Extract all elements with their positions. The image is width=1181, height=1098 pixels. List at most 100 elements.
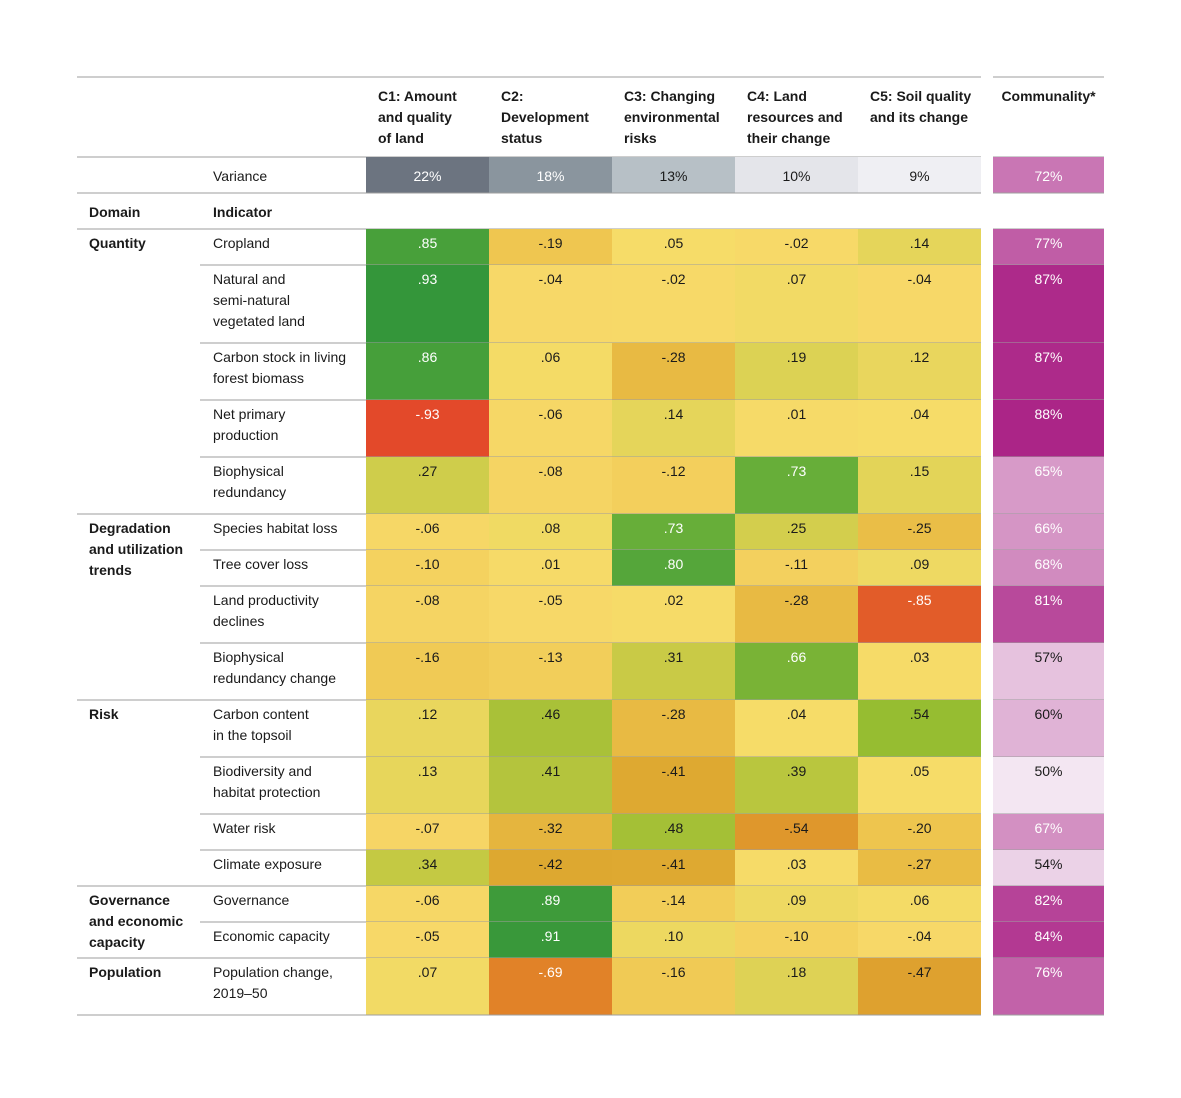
loading-cell-d5-r1-c3 bbox=[612, 958, 735, 1015]
loading-value-d1-r5-c3: -.12 bbox=[661, 463, 685, 479]
loading-cell-d2-r4-c5 bbox=[858, 643, 981, 700]
loading-value-d3-r2-c2: .41 bbox=[541, 763, 561, 779]
indicator-label: Biophysical bbox=[213, 463, 284, 479]
loading-cell-d3-r4-c3 bbox=[612, 850, 735, 886]
component-header-3: C3: Changing bbox=[624, 88, 715, 104]
loading-value-d1-r3-c3: -.28 bbox=[661, 349, 685, 365]
loading-cell-d2-r2-c1 bbox=[366, 550, 489, 586]
loading-cell-d2-r4-c4 bbox=[735, 643, 858, 700]
loading-value-d1-r2-c5: -.04 bbox=[907, 271, 931, 287]
loading-value-d2-r4-c1: -.16 bbox=[415, 649, 439, 665]
loading-cell-d4-r2-c3 bbox=[612, 922, 735, 958]
communality-cell-d1-r2 bbox=[993, 265, 1104, 343]
loading-value-d5-r1-c1: .07 bbox=[418, 964, 438, 980]
loading-cell-d2-r4-c2 bbox=[489, 643, 612, 700]
loading-value-d3-r1-c1: .12 bbox=[418, 706, 438, 722]
loading-value-d4-r2-c5: -.04 bbox=[907, 928, 931, 944]
loading-cell-d3-r2-c1 bbox=[366, 757, 489, 814]
loading-cell-d3-r2-c3 bbox=[612, 757, 735, 814]
loading-value-d2-r3-c1: -.08 bbox=[415, 592, 439, 608]
indicator-label: 2019–50 bbox=[213, 985, 268, 1001]
loading-value-d1-r3-c4: .19 bbox=[787, 349, 807, 365]
loading-value-d3-r3-c5: -.20 bbox=[907, 820, 931, 836]
indicator-label: Economic capacity bbox=[213, 928, 330, 944]
component-header-2: Development bbox=[501, 109, 589, 125]
loading-cell-d1-r5-c2 bbox=[489, 457, 612, 514]
loading-value-d3-r1-c2: .46 bbox=[541, 706, 561, 722]
loading-value-d4-r2-c3: .10 bbox=[664, 928, 684, 944]
loading-value-d4-r2-c4: -.10 bbox=[784, 928, 808, 944]
domain-label: Risk bbox=[89, 706, 119, 722]
loading-cell-d3-r4-c4 bbox=[735, 850, 858, 886]
loading-cell-d3-r4-c5 bbox=[858, 850, 981, 886]
indicator-label: vegetated land bbox=[213, 313, 305, 329]
communality-value-d4-r2: 84% bbox=[1034, 928, 1062, 944]
communality-value-d2-r4: 57% bbox=[1034, 649, 1062, 665]
domain-label: Population bbox=[89, 964, 161, 980]
loading-cell-d3-r3-c2 bbox=[489, 814, 612, 850]
loading-value-d1-r2-c3: -.02 bbox=[661, 271, 685, 287]
loading-cell-d3-r3-c5 bbox=[858, 814, 981, 850]
loading-cell-d4-r2-c4 bbox=[735, 922, 858, 958]
communality-cell-d4-r2 bbox=[993, 922, 1104, 958]
communality-header: Communality* bbox=[1001, 88, 1096, 104]
indicator-label: habitat protection bbox=[213, 784, 320, 800]
communality-cell-d4-r1 bbox=[993, 886, 1104, 922]
communality-value-d1-r1: 77% bbox=[1034, 235, 1062, 251]
loading-cell-d5-r1-c4 bbox=[735, 958, 858, 1015]
communality-cell-d1-r3 bbox=[993, 343, 1104, 400]
loading-cell-d1-r2-c4 bbox=[735, 265, 858, 343]
indicator-label: Natural and bbox=[213, 271, 285, 287]
indicator-label: declines bbox=[213, 613, 264, 629]
loading-value-d1-r3-c2: .06 bbox=[541, 349, 561, 365]
indicator-label: Population change, bbox=[213, 964, 333, 980]
variance-cell-c4 bbox=[735, 157, 858, 193]
loading-cell-d1-r2-c2 bbox=[489, 265, 612, 343]
loading-value-d2-r1-c4: .25 bbox=[787, 520, 807, 536]
loading-value-d5-r1-c5: -.47 bbox=[907, 964, 931, 980]
communality-value-d4-r1: 82% bbox=[1034, 892, 1062, 908]
domain-label: Governance bbox=[89, 892, 170, 908]
variance-value-c3: 13% bbox=[659, 168, 687, 184]
loading-cell-d1-r5-c3 bbox=[612, 457, 735, 514]
loading-value-d1-r4-c1: -.93 bbox=[415, 406, 439, 422]
communality-cell-d3-r1 bbox=[993, 700, 1104, 757]
component-header-2: status bbox=[501, 130, 542, 146]
communality-cell-d5-r1 bbox=[993, 958, 1104, 1015]
domain-label: Degradation bbox=[89, 520, 171, 536]
domain-label: and utilization bbox=[89, 541, 183, 557]
loading-value-d3-r1-c4: .04 bbox=[787, 706, 807, 722]
indicator-label: Biophysical bbox=[213, 649, 284, 665]
loading-cell-d4-r1-c4 bbox=[735, 886, 858, 922]
loading-cell-d1-r5-c1 bbox=[366, 457, 489, 514]
component-header-1: C1: Amount bbox=[378, 88, 457, 104]
loading-cell-d5-r1-c1 bbox=[366, 958, 489, 1015]
loading-value-d5-r1-c2: -.69 bbox=[538, 964, 562, 980]
communality-value-d1-r5: 65% bbox=[1034, 463, 1062, 479]
communality-cell-d2-r1 bbox=[993, 514, 1104, 550]
loading-cell-d2-r1-c1 bbox=[366, 514, 489, 550]
loading-value-d1-r1-c4: -.02 bbox=[784, 235, 808, 251]
loading-value-d1-r3-c5: .12 bbox=[910, 349, 930, 365]
loading-value-d2-r2-c5: .09 bbox=[910, 556, 930, 572]
loading-cell-d3-r4-c1 bbox=[366, 850, 489, 886]
communality-value-d2-r1: 66% bbox=[1034, 520, 1062, 536]
loading-cell-d2-r2-c4 bbox=[735, 550, 858, 586]
variance-cell-c2 bbox=[489, 157, 612, 193]
indicator-label: Cropland bbox=[213, 235, 270, 251]
variance-cell-c1 bbox=[366, 157, 489, 193]
component-header-4: their change bbox=[747, 130, 830, 146]
loading-cell-d3-r2-c4 bbox=[735, 757, 858, 814]
loading-value-d1-r1-c5: .14 bbox=[910, 235, 930, 251]
loading-value-d3-r2-c4: .39 bbox=[787, 763, 807, 779]
indicator-label: in the topsoil bbox=[213, 727, 292, 743]
loading-cell-d1-r5-c5 bbox=[858, 457, 981, 514]
loading-value-d2-r4-c5: .03 bbox=[910, 649, 930, 665]
loading-cell-d2-r3-c5 bbox=[858, 586, 981, 643]
indicator-label: Land productivity bbox=[213, 592, 319, 608]
loading-value-d1-r2-c1: .93 bbox=[418, 271, 438, 287]
communality-cell-d3-r2 bbox=[993, 757, 1104, 814]
loading-value-d2-r3-c2: -.05 bbox=[538, 592, 562, 608]
variance-value-c2: 18% bbox=[536, 168, 564, 184]
loading-value-d1-r2-c4: .07 bbox=[787, 271, 807, 287]
